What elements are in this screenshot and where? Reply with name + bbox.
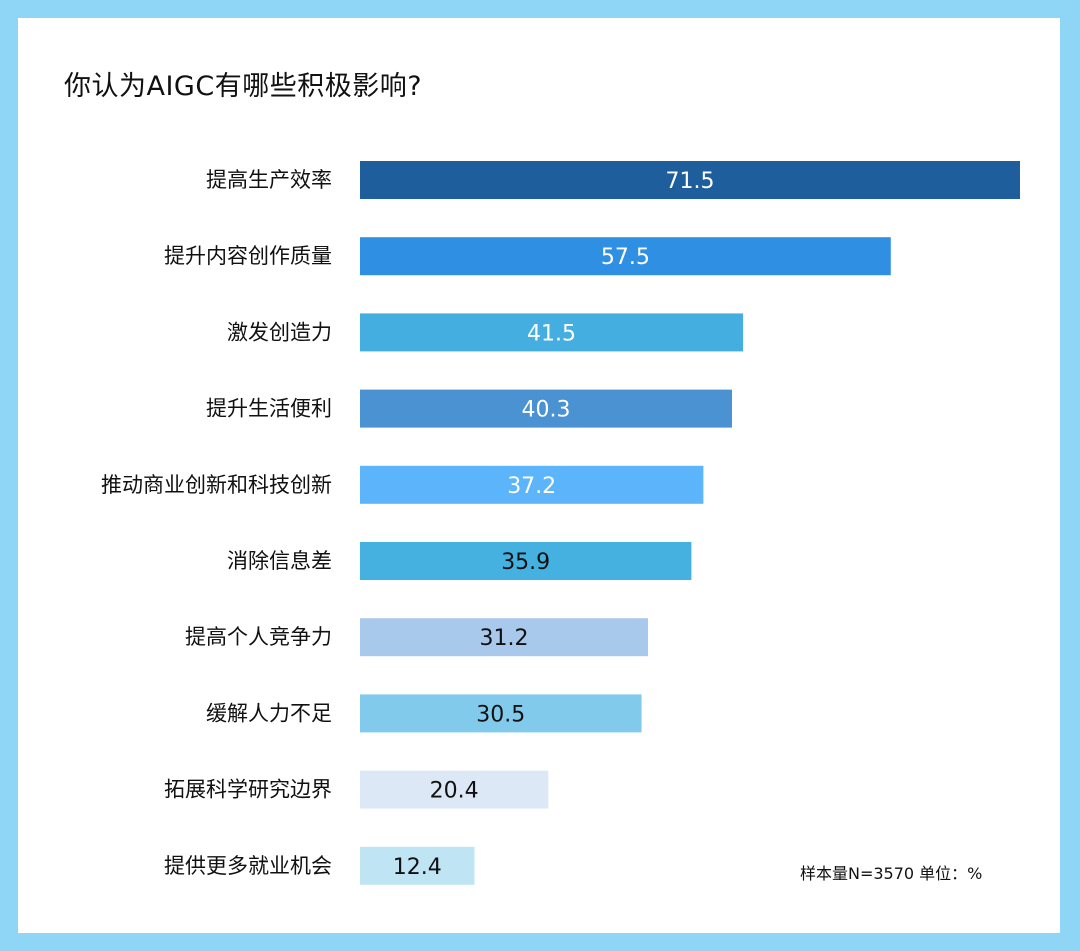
bar: [360, 618, 648, 657]
category-label: 提高生产效率: [206, 168, 332, 192]
bar: [360, 161, 1020, 199]
chart-title: 你认为AIGC有哪些积极影响?: [64, 71, 423, 102]
bar: [360, 542, 692, 580]
value-label: 40.3: [522, 398, 571, 423]
category-label: 激发创造力: [227, 320, 332, 344]
category-label: 缓解人力不足: [206, 701, 332, 725]
category-label: 提高个人竞争力: [185, 625, 332, 649]
category-label: 提升生活便利: [206, 397, 332, 421]
value-label: 20.4: [430, 779, 479, 804]
sample-note: 样本量N=3570 单位：%: [800, 864, 983, 883]
value-label: 31.2: [480, 626, 529, 651]
bar: [360, 770, 549, 809]
value-label: 71.5: [666, 169, 715, 194]
value-label: 12.4: [393, 855, 442, 880]
value-label: 57.5: [601, 245, 650, 270]
bar: [360, 465, 704, 504]
value-label: 37.2: [507, 474, 556, 499]
category-label: 拓展科学研究边界: [164, 778, 332, 802]
bar: [360, 237, 891, 276]
bar: [360, 846, 475, 885]
category-label: 提供更多就业机会: [164, 854, 332, 878]
value-label: 41.5: [527, 321, 576, 346]
category-label: 消除信息差: [227, 549, 332, 573]
value-label: 30.5: [476, 702, 525, 727]
bar: [360, 694, 642, 733]
category-label: 提升内容创作质量: [164, 244, 332, 268]
bar: [360, 313, 744, 352]
bar: [360, 389, 732, 428]
category-label: 推动商业创新和科技创新: [101, 473, 332, 497]
value-label: 35.9: [501, 550, 550, 575]
